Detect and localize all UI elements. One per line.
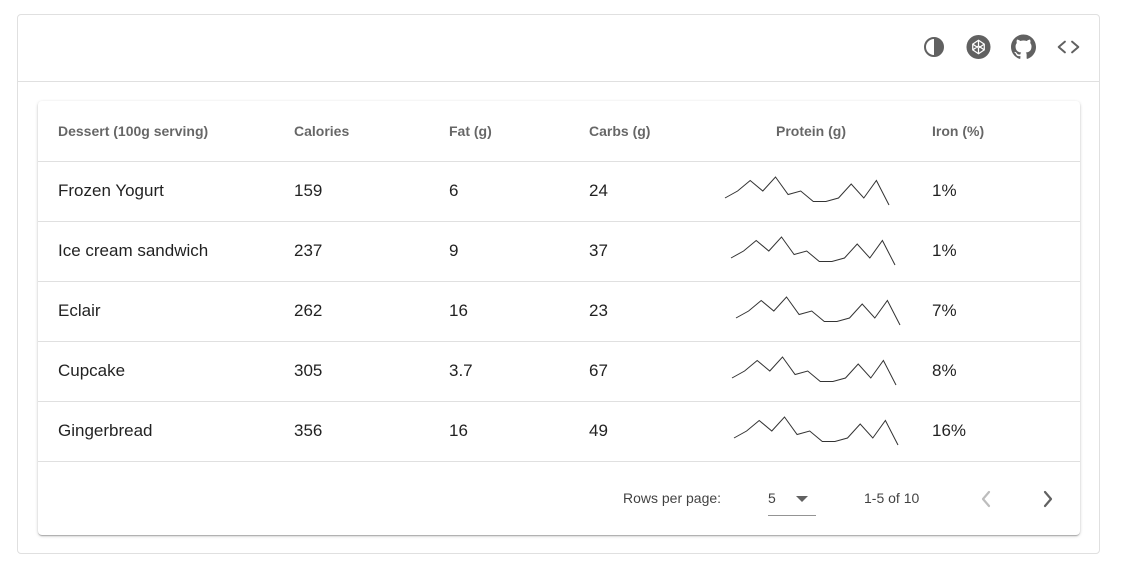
cell-protein	[692, 221, 930, 282]
cell-protein	[692, 161, 930, 222]
cell-calories: 356	[294, 401, 449, 462]
table-row[interactable]: Gingerbread 356 16 49 16%	[38, 401, 1080, 462]
protein-sparkline-line	[735, 296, 901, 326]
table-row[interactable]: Eclair 262 16 23 7%	[38, 281, 1080, 342]
table-pagination: Rows per page: 5 1-5 of 10	[38, 463, 1080, 535]
table-header-row: Dessert (100g serving) Calories Fat (g) …	[38, 101, 1080, 162]
view-source-button[interactable]	[1056, 34, 1081, 59]
rows-per-page-label: Rows per page:	[623, 490, 722, 506]
demo-frame: Dessert (100g serving) Calories Fat (g) …	[17, 14, 1100, 554]
cell-fat: 16	[449, 281, 589, 342]
rows-per-page-select[interactable]: 5	[768, 481, 816, 516]
codepen-button[interactable]	[966, 34, 991, 59]
header-dessert[interactable]: Dessert (100g serving)	[38, 101, 294, 162]
pagination-range: 1-5 of 10	[864, 490, 920, 506]
dessert-table-card: Dessert (100g serving) Calories Fat (g) …	[38, 101, 1080, 535]
cell-dessert: Gingerbread	[38, 401, 294, 462]
header-calories[interactable]: Calories	[294, 101, 449, 162]
cell-calories: 262	[294, 281, 449, 342]
protein-sparkline	[724, 176, 890, 206]
cell-iron: 16%	[930, 401, 1080, 462]
protein-sparkline	[735, 296, 901, 326]
demo-toolbar	[18, 15, 1099, 82]
cell-calories: 159	[294, 161, 449, 222]
cell-protein	[692, 341, 930, 402]
protein-sparkline-line	[730, 236, 896, 266]
cell-carbs: 37	[589, 221, 692, 282]
cell-carbs: 49	[589, 401, 692, 462]
protein-sparkline	[731, 356, 897, 386]
protein-sparkline	[730, 236, 896, 266]
cell-protein	[692, 401, 930, 462]
code-icon	[1057, 40, 1080, 53]
cell-fat: 6	[449, 161, 589, 222]
protein-sparkline	[733, 416, 899, 446]
codepen-icon	[966, 34, 991, 59]
dessert-table: Dessert (100g serving) Calories Fat (g) …	[38, 101, 1080, 462]
cell-carbs: 24	[589, 161, 692, 222]
cell-fat: 9	[449, 221, 589, 282]
cell-dessert: Frozen Yogurt	[38, 161, 294, 222]
cell-calories: 237	[294, 221, 449, 282]
table-row[interactable]: Cupcake 305 3.7 67 8%	[38, 341, 1080, 402]
cell-iron: 1%	[930, 221, 1080, 282]
protein-sparkline-line	[724, 176, 890, 206]
cell-dessert: Ice cream sandwich	[38, 221, 294, 282]
arrow-drop-down-icon	[796, 496, 808, 502]
rows-per-page-value: 5	[768, 490, 776, 506]
header-protein[interactable]: Protein (g)	[692, 101, 930, 162]
cell-carbs: 67	[589, 341, 692, 402]
cell-iron: 7%	[930, 281, 1080, 342]
github-button[interactable]	[1011, 34, 1036, 59]
table-row[interactable]: Frozen Yogurt 159 6 24 1%	[38, 161, 1080, 222]
protein-sparkline-line	[731, 356, 897, 386]
cell-fat: 3.7	[449, 341, 589, 402]
github-icon	[1011, 34, 1036, 59]
chevron-left-icon	[981, 490, 991, 508]
cell-fat: 16	[449, 401, 589, 462]
protein-sparkline-line	[733, 416, 899, 446]
next-page-button[interactable]	[1034, 485, 1062, 513]
cell-iron: 1%	[930, 161, 1080, 222]
cell-carbs: 23	[589, 281, 692, 342]
table-row[interactable]: Ice cream sandwich 237 9 37 1%	[38, 221, 1080, 282]
cell-protein	[692, 281, 930, 342]
cell-calories: 305	[294, 341, 449, 402]
cell-dessert: Eclair	[38, 281, 294, 342]
invert-colors-icon	[923, 36, 944, 57]
cell-dessert: Cupcake	[38, 341, 294, 402]
invert-colors-button[interactable]	[921, 34, 946, 59]
chevron-right-icon	[1043, 490, 1053, 508]
cell-iron: 8%	[930, 341, 1080, 402]
previous-page-button[interactable]	[972, 485, 1000, 513]
header-carbs[interactable]: Carbs (g)	[589, 101, 692, 162]
header-fat[interactable]: Fat (g)	[449, 101, 589, 162]
header-iron[interactable]: Iron (%)	[930, 101, 1080, 162]
